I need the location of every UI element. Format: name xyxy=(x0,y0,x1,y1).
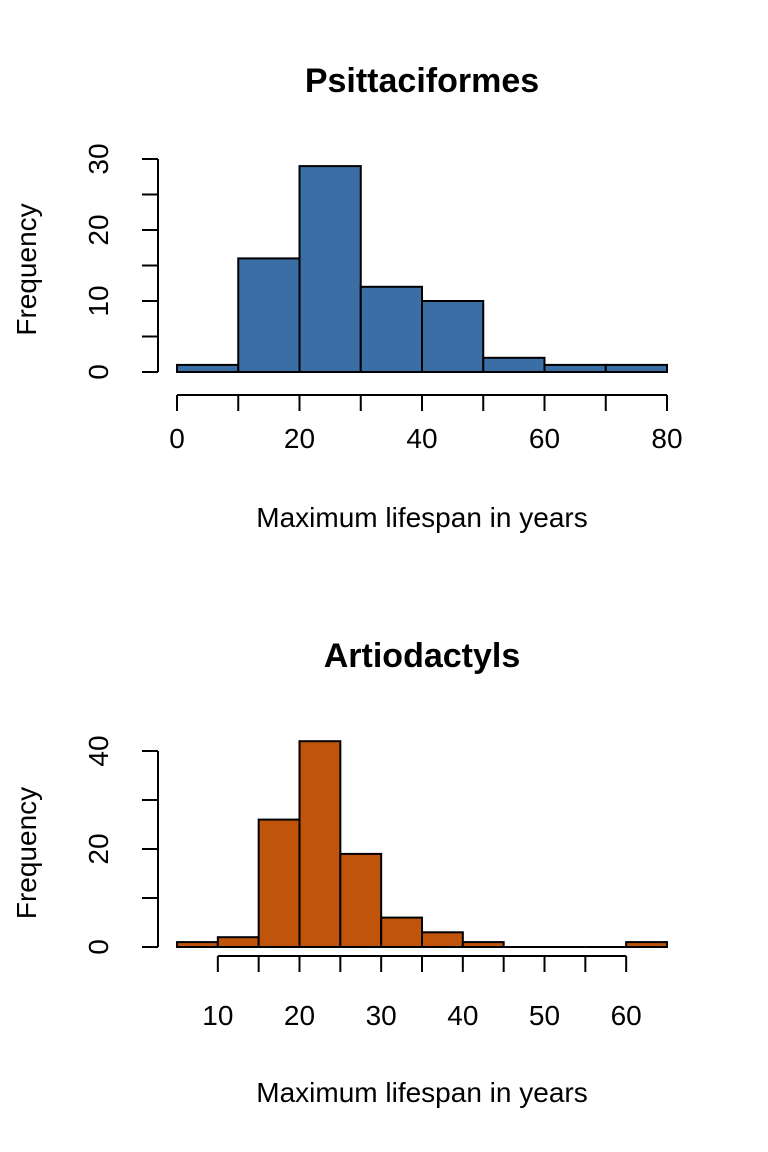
histogram-bar xyxy=(421,300,485,373)
histogram-bar xyxy=(339,852,383,949)
x-axis-label: Maximum lifespan in years xyxy=(256,502,587,533)
histogram-bar xyxy=(380,916,423,948)
histogram-bar xyxy=(298,165,362,373)
chart-2: Artiodactyls 0 20 40 10 20 30 40 50 60 Maximum lif… xyxy=(11,637,669,1108)
y-axis-label: Frequency xyxy=(11,203,42,335)
histogram-bar xyxy=(176,363,240,373)
x-axis-label: Maximum lifespan in years xyxy=(256,1077,587,1108)
histogram-bar xyxy=(625,941,669,948)
y-tick-label: 30 xyxy=(83,143,114,174)
y-tick-label: 20 xyxy=(83,214,114,245)
x-tick-label: 20 xyxy=(284,1000,315,1031)
chart-1: Psittaciformes 0 10 20 30 0 20 40 60 80 Maximum li… xyxy=(11,62,683,533)
y-tick-label: 10 xyxy=(83,285,114,316)
histogram-bar xyxy=(604,363,668,373)
x-tick-label: 10 xyxy=(202,1000,233,1031)
x-tick-label: 60 xyxy=(611,1000,642,1031)
x-tick-label: 60 xyxy=(529,423,560,454)
y-tick-label: 0 xyxy=(83,939,114,955)
x-tick-label: 30 xyxy=(366,1000,397,1031)
histogram-bar xyxy=(216,936,260,949)
histogram-bar xyxy=(543,363,607,373)
x-tick-label: 0 xyxy=(169,423,185,454)
histogram-bar xyxy=(461,941,505,948)
x-tick-label: 80 xyxy=(651,423,682,454)
y-tick-label: 0 xyxy=(83,364,114,380)
histogram-bar xyxy=(176,941,219,948)
chart-title: Artiodactyls xyxy=(324,637,521,675)
y-tick-label: 40 xyxy=(83,735,114,766)
x-tick-label: 40 xyxy=(447,1000,478,1031)
y-axis-label: Frequency xyxy=(11,787,42,919)
x-tick-label: 40 xyxy=(406,423,437,454)
histogram-bar xyxy=(482,356,546,373)
histogram-bar xyxy=(298,740,342,949)
histogram-bar xyxy=(237,257,301,373)
histogram-bar xyxy=(257,818,301,948)
histogram-bar xyxy=(421,931,464,948)
y-tick-label: 20 xyxy=(83,833,114,864)
chart-title: Psittaciformes xyxy=(305,62,539,100)
x-tick-label: 20 xyxy=(284,423,315,454)
histogram-bar xyxy=(359,285,423,373)
x-tick-label: 50 xyxy=(529,1000,560,1031)
